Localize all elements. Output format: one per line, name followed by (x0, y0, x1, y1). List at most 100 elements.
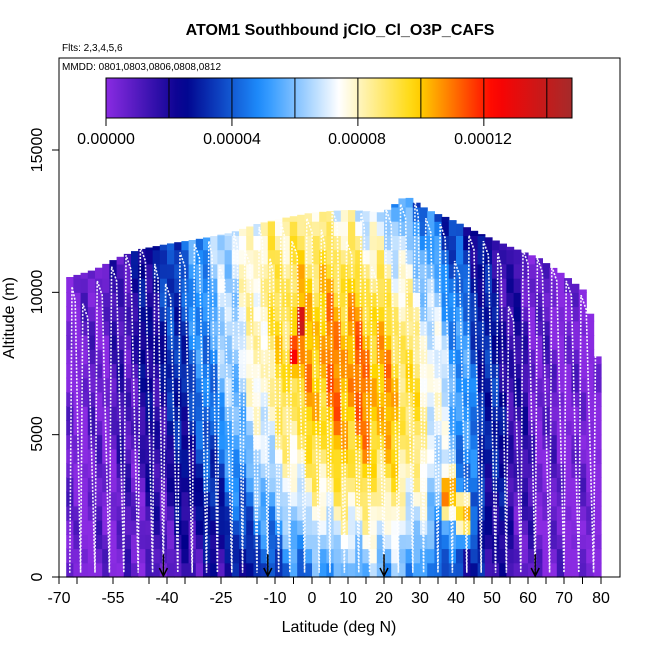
heatmap-cell (174, 249, 182, 265)
heatmap-cell (109, 278, 118, 293)
heatmap-cell (297, 363, 306, 379)
heatmap-cell (267, 548, 276, 564)
heatmap-cell (470, 292, 479, 308)
heatmap-cell (282, 420, 291, 436)
heatmap-cell (528, 491, 536, 507)
heatmap-cell (348, 335, 356, 350)
heatmap-cell (116, 520, 125, 535)
heatmap-cell (267, 335, 276, 350)
heatmap-cell (253, 392, 262, 407)
heatmap-cell (434, 320, 443, 336)
heatmap-cell (116, 363, 125, 379)
heatmap-cell (275, 221, 283, 236)
heatmap-cell (571, 548, 580, 564)
heatmap-cell (231, 249, 240, 265)
heatmap-cell (289, 306, 298, 322)
heatmap-cell (123, 434, 132, 450)
heatmap-cell (80, 505, 89, 521)
heatmap-cell (499, 534, 507, 550)
heatmap-cell (304, 263, 313, 279)
heatmap-cell (492, 392, 500, 407)
heatmap-cell (167, 505, 175, 521)
heatmap-cell (138, 420, 146, 436)
heatmap-cell (195, 491, 204, 507)
heatmap-cell (319, 320, 327, 336)
heatmap-cell (87, 477, 96, 493)
heatmap-cell (138, 562, 146, 578)
heatmap-cell (564, 349, 572, 365)
y-tick-label: 15000 (29, 128, 46, 173)
heatmap-cell (398, 562, 407, 578)
heatmap-cell (456, 520, 464, 535)
heatmap-cell (174, 477, 182, 493)
heatmap-cell (188, 392, 197, 407)
heatmap-cell (109, 377, 118, 393)
heatmap-cell (448, 406, 457, 421)
heatmap-cell (484, 349, 493, 365)
heatmap-cell (420, 207, 428, 222)
heatmap-cell (267, 505, 276, 521)
heatmap-cell (188, 263, 197, 279)
heatmap-cell (484, 306, 493, 322)
heatmap-cell (586, 520, 595, 535)
x-tick-label: -25 (209, 590, 232, 607)
heatmap-cell (369, 377, 378, 393)
heatmap-cell (556, 534, 565, 550)
heatmap-cell (506, 463, 515, 478)
heatmap-cell (217, 505, 226, 521)
heatmap-cell (109, 463, 118, 478)
heatmap-cell (210, 249, 218, 265)
heatmap-cell (405, 249, 414, 265)
heatmap-cell (384, 235, 392, 251)
heatmap-cell (181, 562, 190, 578)
heatmap-cell (109, 335, 118, 350)
heatmap-cell (412, 377, 421, 393)
heatmap-cell (564, 292, 572, 308)
heatmap-cell (369, 477, 378, 493)
heatmap-cell (304, 249, 313, 265)
heatmap-cell (384, 263, 392, 279)
heatmap-cell (217, 520, 226, 535)
heatmap-cell (506, 406, 515, 421)
heatmap-cell (477, 263, 486, 279)
heatmap-cell (131, 420, 139, 436)
heatmap-cell (66, 377, 74, 393)
heatmap-cell (195, 562, 204, 578)
heatmap-cell (159, 292, 168, 308)
heatmap-cell (556, 548, 565, 564)
heatmap-cell (412, 263, 421, 279)
heatmap-cell (578, 463, 587, 478)
heatmap-cell (246, 349, 254, 365)
heatmap-cell (152, 434, 161, 450)
heatmap-cell (312, 477, 320, 493)
heatmap-cell (499, 292, 507, 308)
heatmap-cell (513, 406, 522, 421)
heatmap-cell (123, 505, 132, 521)
heatmap-cell (66, 363, 74, 379)
heatmap-cell (326, 448, 335, 464)
heatmap-cell (152, 349, 161, 365)
heatmap-cell (231, 363, 240, 379)
heatmap-cell (282, 520, 291, 535)
heatmap-cell (181, 491, 190, 507)
heatmap-cell (528, 377, 536, 393)
heatmap-cell (217, 448, 226, 464)
heatmap-cell (210, 448, 218, 464)
heatmap-cell (348, 505, 356, 521)
heatmap-cell (267, 320, 276, 336)
heatmap-cell (448, 349, 457, 365)
heatmap-cell (210, 236, 218, 251)
heatmap-cell (312, 520, 320, 535)
heatmap-cell (167, 363, 175, 379)
heatmap-cell (333, 306, 342, 322)
heatmap-cell (282, 534, 291, 550)
heatmap-cell (376, 477, 385, 493)
heatmap-cell (528, 292, 536, 308)
heatmap-cell (326, 211, 335, 222)
heatmap-cell (95, 320, 103, 336)
heatmap-cell (138, 534, 146, 550)
heatmap-cell (535, 448, 543, 464)
heatmap-cell (109, 562, 118, 578)
heatmap-cell (586, 562, 595, 578)
heatmap-cell (556, 335, 565, 350)
